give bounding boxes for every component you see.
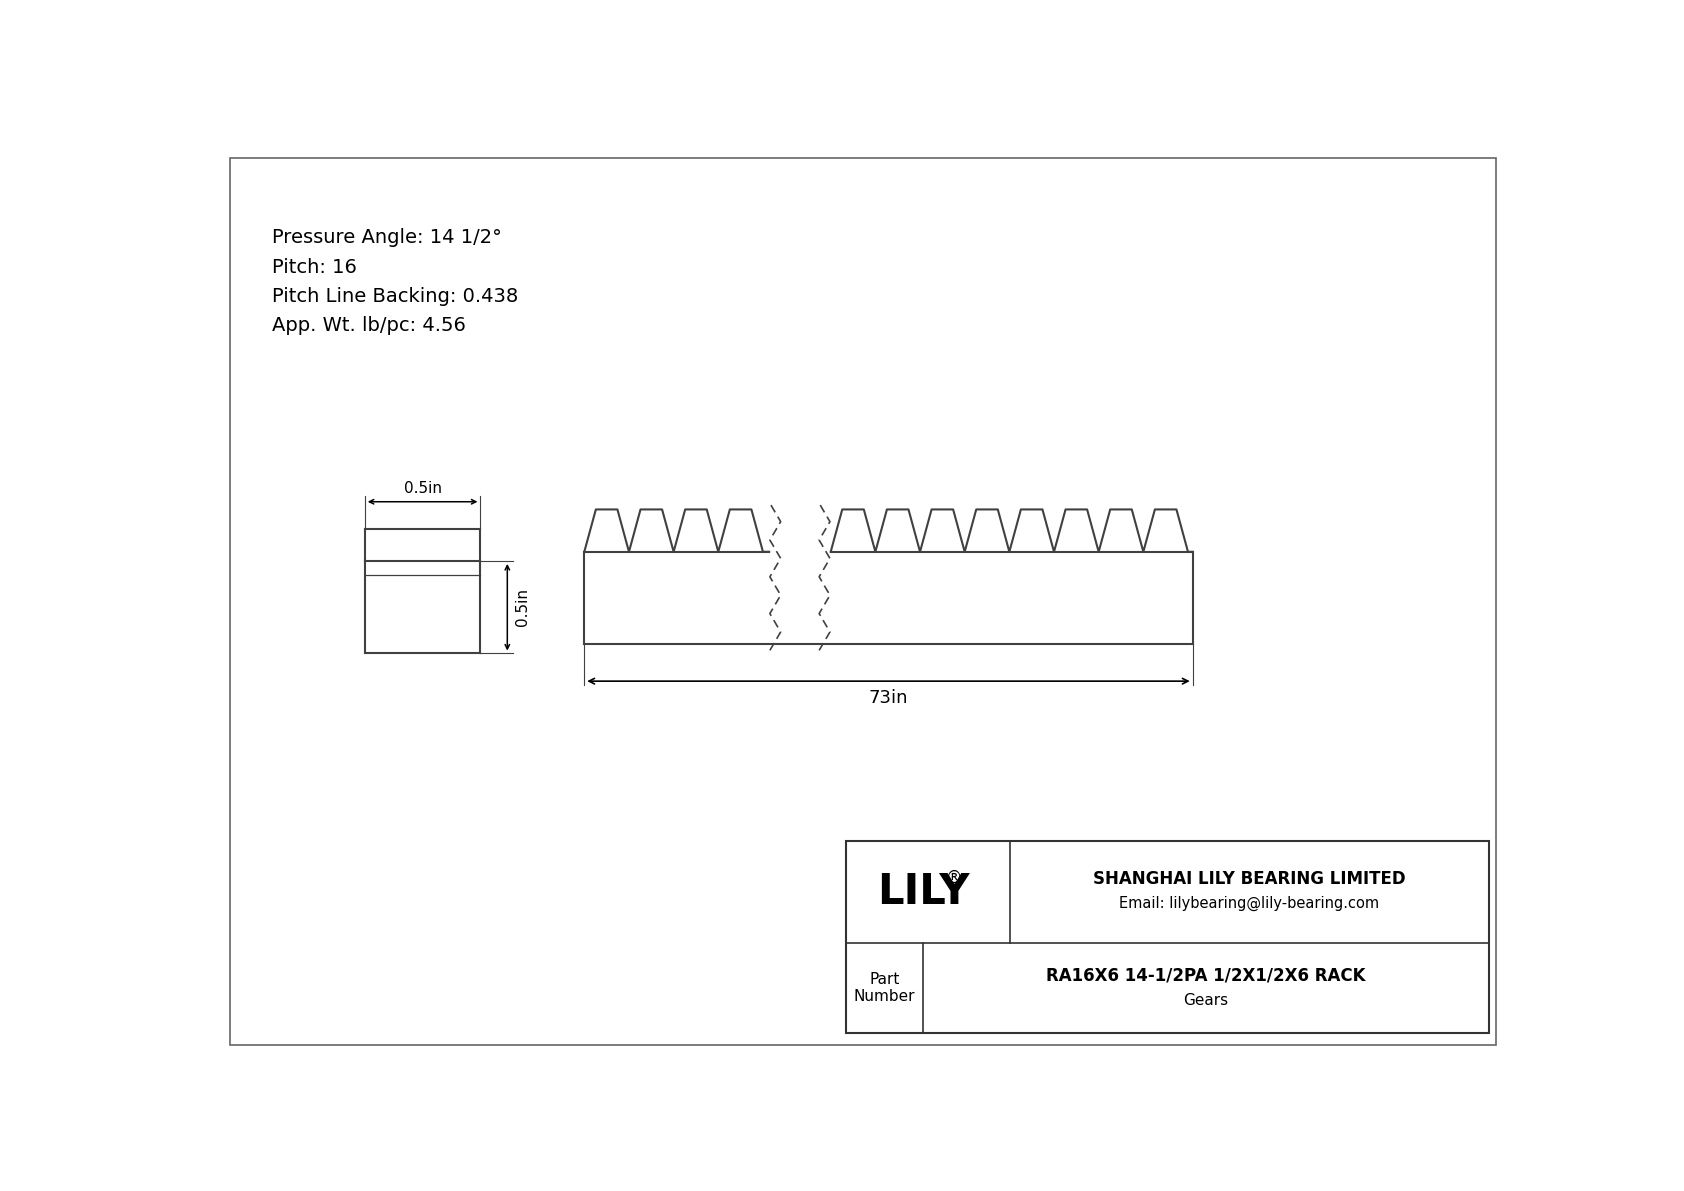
- Text: Pitch Line Backing: 0.438: Pitch Line Backing: 0.438: [273, 287, 519, 306]
- Text: Email: lilybearing@lily-bearing.com: Email: lilybearing@lily-bearing.com: [1120, 897, 1379, 911]
- Text: Gears: Gears: [1184, 992, 1229, 1008]
- Bar: [845, 841, 1489, 1033]
- Text: 73in: 73in: [869, 688, 908, 706]
- Text: App. Wt. lb/pc: 4.56: App. Wt. lb/pc: 4.56: [273, 316, 466, 335]
- Text: LILY: LILY: [877, 871, 970, 912]
- Text: 0.5in: 0.5in: [515, 588, 530, 626]
- Text: ®: ®: [946, 868, 963, 886]
- Text: SHANGHAI LILY BEARING LIMITED: SHANGHAI LILY BEARING LIMITED: [1093, 871, 1406, 888]
- Text: Pitch: 16: Pitch: 16: [273, 257, 357, 276]
- Text: RA16X6 14-1/2PA 1/2X1/2X6 RACK: RA16X6 14-1/2PA 1/2X1/2X6 RACK: [1046, 966, 1366, 985]
- Text: 0.5in: 0.5in: [404, 481, 441, 497]
- Text: Pressure Angle: 14 1/2°: Pressure Angle: 14 1/2°: [273, 229, 502, 248]
- Text: Part
Number: Part Number: [854, 972, 916, 1004]
